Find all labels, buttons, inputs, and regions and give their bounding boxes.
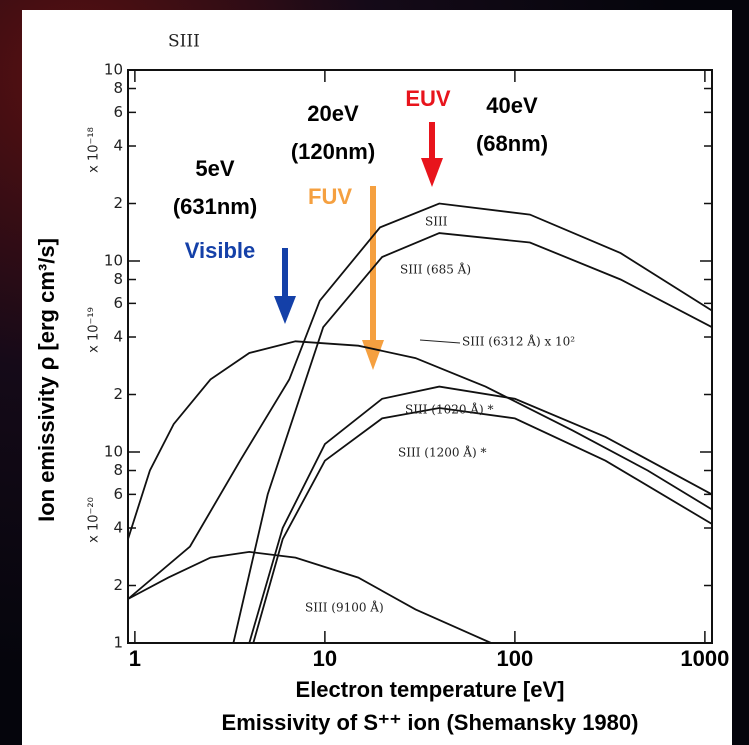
y-multiplier: x 10⁻¹⁹: [87, 307, 102, 353]
y-axis-label: Ion emissivity ρ [erg cm³/s]: [34, 238, 59, 522]
y-tick-label: 8: [113, 79, 123, 97]
curve: [252, 407, 713, 644]
curve: [248, 385, 713, 644]
y-tick-label: 10: [104, 252, 123, 270]
y-tick-label: 8: [113, 270, 123, 288]
curve: [232, 232, 713, 644]
x-tick-label: 10: [313, 646, 337, 671]
y-tick-label: 6: [113, 485, 123, 503]
energy-label: 40eV: [486, 93, 538, 118]
curve: [127, 202, 713, 600]
curve: [127, 550, 492, 644]
band-label: FUV: [308, 184, 352, 209]
y-tick-label: 10: [104, 61, 123, 79]
energy-label: (68nm): [476, 131, 548, 156]
energy-label: 20eV: [307, 101, 359, 126]
y-tick-label: 1: [113, 634, 123, 652]
curve: [127, 340, 713, 540]
curve-label: SIII (1020 Å) *: [405, 402, 493, 417]
chart-title: SIII: [168, 32, 200, 52]
band-label: EUV: [405, 86, 451, 111]
curve-label: SIII (685 Å): [400, 262, 471, 277]
euv-arrow-head: [421, 158, 443, 187]
y-tick-label: 4: [113, 328, 123, 346]
energy-label: 5eV: [195, 156, 234, 181]
leader-line: [419, 339, 461, 344]
energy-label: (631nm): [173, 194, 257, 219]
x-axis-label: Electron temperature [eV]: [296, 677, 565, 702]
x-tick-label: 1: [129, 646, 141, 671]
y-tick-label: 4: [113, 137, 123, 155]
panel: [22, 10, 732, 745]
arrows: [274, 122, 443, 370]
y-multiplier: x 10⁻¹⁸: [87, 127, 102, 173]
x-tick-label: 1000: [680, 646, 729, 671]
band-label: Visible: [185, 238, 256, 263]
y-tick-label: 4: [113, 519, 123, 537]
curve-label: SIII (1200 Å) *: [398, 445, 486, 460]
y-tick-label: 6: [113, 294, 123, 312]
plot-frame: [127, 69, 713, 644]
y-multiplier: x 10⁻²⁰: [87, 497, 102, 543]
caption: Emissivity of S⁺⁺ ion (Shemansky 1980): [222, 710, 639, 735]
y-tick-label: 6: [113, 103, 123, 121]
y-tick-label: 8: [113, 461, 123, 479]
curve-label: SIII (6312 Å) x 10²: [462, 334, 575, 349]
y-tick-label: 10: [104, 443, 123, 461]
y-tick-label: 2: [113, 194, 123, 212]
energy-label: (120nm): [291, 139, 375, 164]
visible-arrow-head: [274, 296, 296, 324]
curve-label: SIII: [425, 215, 448, 229]
curve-label: SIII (9100 Å): [305, 600, 384, 615]
y-tick-label: 2: [113, 385, 123, 403]
y-tick-label: 2: [113, 576, 123, 594]
x-tick-label: 100: [497, 646, 534, 671]
